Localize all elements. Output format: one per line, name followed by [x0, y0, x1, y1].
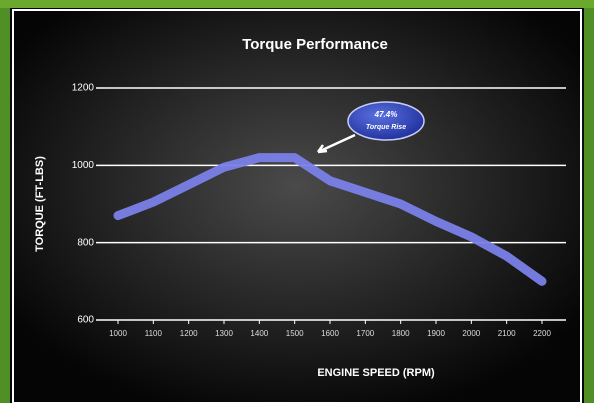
x-tick-label: 1700	[356, 329, 374, 338]
x-tick-label: 2200	[533, 329, 551, 338]
annotation-text: Torque Rise	[366, 124, 406, 131]
y-tick-label: 1000	[72, 160, 95, 171]
x-tick-label: 1100	[145, 329, 163, 338]
x-tick-label: 2100	[498, 329, 516, 338]
x-tick-label: 1400	[250, 329, 268, 338]
x-tick-label: 1600	[321, 329, 339, 338]
y-tick-label: 800	[77, 237, 94, 248]
y-axis-label: TORQUE (FT-LBS)	[34, 156, 46, 252]
x-axis-label: ENGINE SPEED (RPM)	[317, 367, 435, 379]
x-tick-label: 1500	[286, 329, 304, 338]
x-tick-label: 1000	[109, 329, 127, 338]
green-frame	[0, 0, 594, 8]
x-tick-label: 1900	[427, 329, 445, 338]
annotation-text: 47.4%	[374, 110, 398, 119]
x-tick-label: 1300	[215, 329, 233, 338]
chart: Torque Performance ENGINE SPEED (RPM) TO…	[0, 0, 594, 403]
page: {"chart_data": {"type": "line", "title":…	[0, 0, 594, 403]
chart-background	[10, 8, 584, 403]
y-tick-label: 600	[77, 315, 94, 326]
x-tick-label: 1200	[180, 329, 198, 338]
x-tick-label: 1800	[392, 329, 410, 338]
chart-title: Torque Performance	[242, 36, 388, 53]
annotation-bubble	[348, 102, 424, 140]
y-tick-label: 1200	[72, 83, 95, 94]
x-tick-label: 2000	[462, 329, 480, 338]
